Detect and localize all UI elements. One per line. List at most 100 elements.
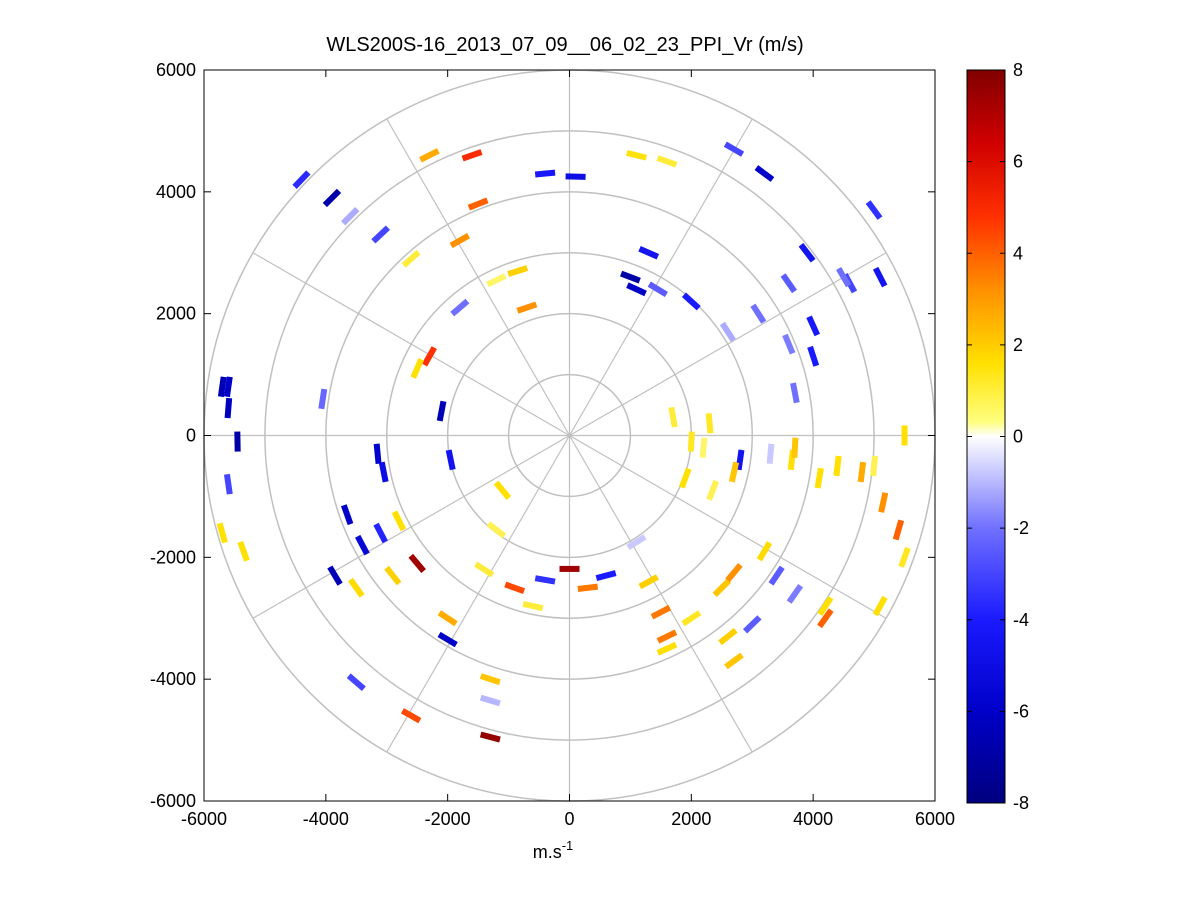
velocity-bin: [504, 581, 526, 595]
velocity-bin: [445, 449, 456, 471]
y-tick-label: 2000: [156, 304, 196, 324]
velocity-bin: [786, 583, 804, 604]
velocity-bin: [668, 406, 678, 428]
velocity-bin: [486, 273, 507, 288]
chart-title: WLS200S-16_2013_07_09__06_02_23_PPI_Vr (…: [326, 34, 803, 56]
velocity-bin: [865, 200, 883, 220]
azimuth-spoke-210: [386, 435, 571, 753]
velocity-bin: [706, 479, 720, 501]
velocity-bin: [870, 455, 879, 477]
y-tick-label: -2000: [150, 547, 196, 567]
colorbar-tick-label: -2: [1013, 518, 1029, 538]
velocity-bin: [766, 443, 775, 465]
velocity-bin: [742, 615, 762, 634]
velocity-bin: [626, 534, 647, 550]
x-tick-label: 0: [564, 809, 574, 829]
velocity-bin: [348, 577, 365, 598]
colorbar-tick-label: 4: [1013, 243, 1023, 263]
velocity-bin: [479, 673, 501, 686]
x-tick-label: -6000: [181, 809, 227, 829]
velocity-bin: [814, 467, 824, 489]
velocity-bin: [626, 282, 647, 297]
y-tick-label: 4000: [156, 182, 196, 202]
velocity-bin: [450, 298, 470, 317]
velocity-bin: [647, 281, 668, 298]
velocity-bin: [292, 170, 311, 189]
velocity-bin: [327, 565, 343, 586]
velocity-bin: [436, 400, 447, 422]
velocity-bin: [806, 315, 821, 337]
velocity-bin: [626, 150, 647, 161]
colorbar-tick-label: 0: [1013, 427, 1023, 447]
velocity-bin: [486, 521, 507, 539]
velocity-bin: [650, 604, 672, 620]
velocity-bin: [493, 480, 512, 500]
velocity-bin: [833, 455, 842, 477]
velocity-bin: [223, 376, 233, 398]
velocity-bin: [391, 510, 407, 532]
azimuth-spoke-330: [386, 118, 571, 436]
velocity-bin: [878, 492, 889, 513]
velocity-bin: [223, 473, 233, 495]
velocity-bin: [401, 249, 421, 268]
velocity-bin: [750, 303, 767, 324]
velocity-bin: [790, 382, 800, 404]
colorbar-tick-label: 8: [1013, 60, 1023, 80]
velocity-bin: [872, 595, 888, 617]
velocity-bin: [474, 561, 495, 578]
velocity-bin: [461, 149, 483, 162]
velocity-bin: [522, 601, 544, 612]
velocity-bin: [595, 570, 617, 582]
velocity-bin: [400, 708, 422, 724]
velocity-bin: [318, 388, 328, 410]
velocity-bin: [892, 519, 905, 541]
velocity-bin: [565, 173, 586, 180]
velocity-bin: [723, 141, 745, 157]
colorbar-tick-label: -8: [1013, 793, 1029, 813]
velocity-bin: [373, 522, 388, 544]
velocity-bin: [378, 461, 389, 483]
axes: -6000 -4000 -2000 0 2000 4000 6000 6000 4000 2000…: [150, 60, 955, 829]
velocity-bin: [817, 596, 834, 617]
y-tick-label: -6000: [150, 791, 196, 811]
azimuth-spoke-150: [568, 435, 753, 753]
velocity-bin: [798, 242, 816, 263]
velocity-bin: [467, 197, 489, 211]
velocity-bin: [724, 652, 744, 670]
velocity-bin: [437, 631, 458, 648]
velocity-bin: [712, 578, 731, 597]
velocity-bin: [371, 225, 391, 244]
velocity-bin: [681, 292, 701, 311]
velocity-bin: [449, 233, 471, 249]
velocity-bin: [224, 397, 233, 419]
x-tick-label: 2000: [671, 809, 711, 829]
velocity-bin: [857, 461, 867, 483]
velocity-bin: [437, 610, 458, 627]
velocity-bin: [638, 574, 659, 590]
velocity-bin: [872, 266, 888, 288]
x-tick-label: -2000: [425, 809, 471, 829]
x-axis-label-base: m.s: [533, 842, 562, 862]
velocity-bin: [234, 431, 241, 452]
velocity-bin: [705, 413, 714, 434]
x-tick-label: -4000: [303, 809, 349, 829]
velocity-bin: [516, 301, 538, 314]
velocity-bin: [479, 731, 501, 743]
azimuth-spoke-120: [569, 434, 887, 619]
velocity-bin: [782, 333, 796, 355]
velocity-bin: [780, 273, 797, 294]
velocity-bin: [656, 155, 678, 168]
velocity-bin: [559, 565, 580, 572]
x-axis-label: m.s-1: [533, 838, 574, 862]
velocity-bin: [408, 553, 426, 574]
azimuth-spoke-240: [252, 434, 570, 619]
velocity-bin: [479, 694, 501, 707]
velocity-bin: [656, 629, 678, 644]
y-tick-label: 0: [186, 426, 196, 446]
velocity-bin: [216, 522, 228, 544]
velocity-bin: [656, 641, 678, 656]
colorbar-tick-label: -6: [1013, 701, 1029, 721]
velocity-bin: [687, 431, 695, 452]
velocity-bin: [756, 541, 773, 562]
